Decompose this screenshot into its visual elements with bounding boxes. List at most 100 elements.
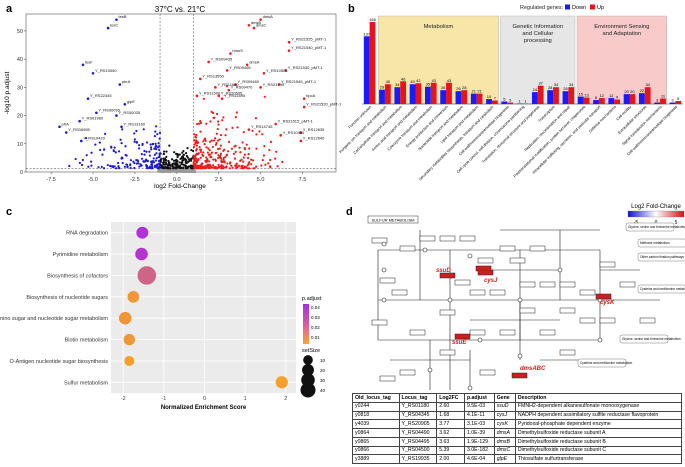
point-up (205, 146, 208, 149)
point-up (216, 127, 219, 131)
point-ns (166, 164, 169, 167)
bar-down (608, 98, 615, 104)
point-ns (190, 169, 193, 172)
bar-down (394, 87, 401, 104)
point-up (219, 133, 223, 137)
point-up (219, 152, 223, 155)
point-down (153, 165, 157, 169)
point-up (222, 116, 225, 119)
map-link-label: Cysteine and methionine metabolism (580, 361, 633, 365)
map-link-label: Cysteine and methionine metabolism (640, 287, 685, 291)
point-down (144, 158, 148, 161)
point-down (90, 164, 93, 167)
point-ns (189, 164, 193, 167)
point-down (110, 165, 113, 168)
enzyme-box-up (454, 333, 471, 340)
point-up (234, 115, 237, 119)
point-ns (184, 152, 188, 155)
point-down (112, 149, 115, 152)
point-down (123, 165, 126, 168)
point-up (205, 122, 208, 125)
point-up (207, 147, 210, 150)
point-up (227, 140, 231, 144)
point-up (267, 162, 270, 165)
point-up (215, 132, 218, 135)
bar-up (384, 84, 391, 104)
point-down (120, 142, 123, 145)
point-up (284, 69, 288, 72)
enzyme-box (499, 245, 516, 252)
table-cell: y0864 (352, 428, 400, 438)
point-down (104, 132, 107, 135)
point-up (245, 143, 248, 146)
legend-down: Down (572, 5, 586, 11)
bar-down (531, 92, 538, 104)
point-up (218, 147, 221, 150)
point-up (242, 167, 245, 170)
fc-legend-title: Log2 Fold-Change (631, 204, 681, 210)
point-up (258, 130, 261, 133)
point-up (218, 155, 222, 158)
point-up (199, 156, 202, 159)
point-down (68, 164, 71, 168)
bar-up (598, 98, 605, 104)
point-ns (193, 170, 196, 174)
point-up (244, 166, 247, 169)
bar-value-up: 11 (661, 94, 666, 99)
point-down (157, 142, 160, 145)
table-cell: Y_RS04345 (398, 410, 438, 421)
point-down (135, 162, 139, 165)
map-link-box (637, 252, 685, 262)
point-up (202, 151, 205, 154)
point-up (238, 146, 241, 149)
point-up (225, 153, 229, 156)
point-up (197, 167, 200, 170)
point-down (106, 26, 110, 30)
table-cell: Y_RS04500 (398, 445, 438, 456)
table-row: y0865 Y_RS04495 3.63 1.9E-129 dmsB Dimethylsu… (352, 436, 683, 447)
category-label: Posttranslational modification, protein … (513, 105, 586, 178)
group-label: Environment Sensing (594, 24, 649, 30)
term-label: Biosynthesis of cofactors (47, 273, 108, 279)
term-dot (127, 290, 140, 303)
table-cell: 3.0E-182 (463, 445, 495, 456)
point-up (279, 134, 283, 137)
bar-down (379, 89, 385, 104)
compound-node (467, 253, 473, 259)
legend-size-tick: 40 (320, 388, 326, 393)
point-up (220, 159, 223, 162)
point-up (242, 160, 245, 163)
term-dot (135, 247, 148, 261)
point-ns (182, 163, 185, 166)
point-ns (180, 166, 183, 170)
panel-d-letter: d (346, 206, 353, 218)
point-down (158, 162, 161, 165)
table-cell: 1.0E-39 (463, 428, 495, 438)
point-up (240, 165, 243, 168)
table-cell: 3.1E-03 (463, 419, 495, 430)
point-ns (173, 151, 176, 154)
table-cell: 9.5E-03 (463, 401, 495, 412)
point-down (87, 165, 90, 168)
point-ns (186, 156, 189, 159)
compound-node (477, 337, 483, 343)
point-down (123, 102, 127, 106)
point-down (94, 143, 97, 146)
point-up (212, 111, 215, 115)
point-ns (166, 169, 169, 172)
point-up (212, 164, 215, 167)
point-up (217, 123, 220, 126)
point-up (193, 133, 196, 136)
bar-down (363, 36, 370, 105)
point-ns (182, 154, 185, 157)
point-down (115, 167, 118, 170)
point-up (213, 116, 216, 119)
point-up (205, 160, 208, 163)
point-down (124, 145, 127, 148)
point-up (259, 86, 262, 89)
point-up (210, 151, 214, 154)
gene-label: Y_RS00095 (98, 107, 120, 112)
point-down (153, 153, 156, 156)
point-down (81, 63, 85, 67)
bar-up (476, 93, 483, 104)
